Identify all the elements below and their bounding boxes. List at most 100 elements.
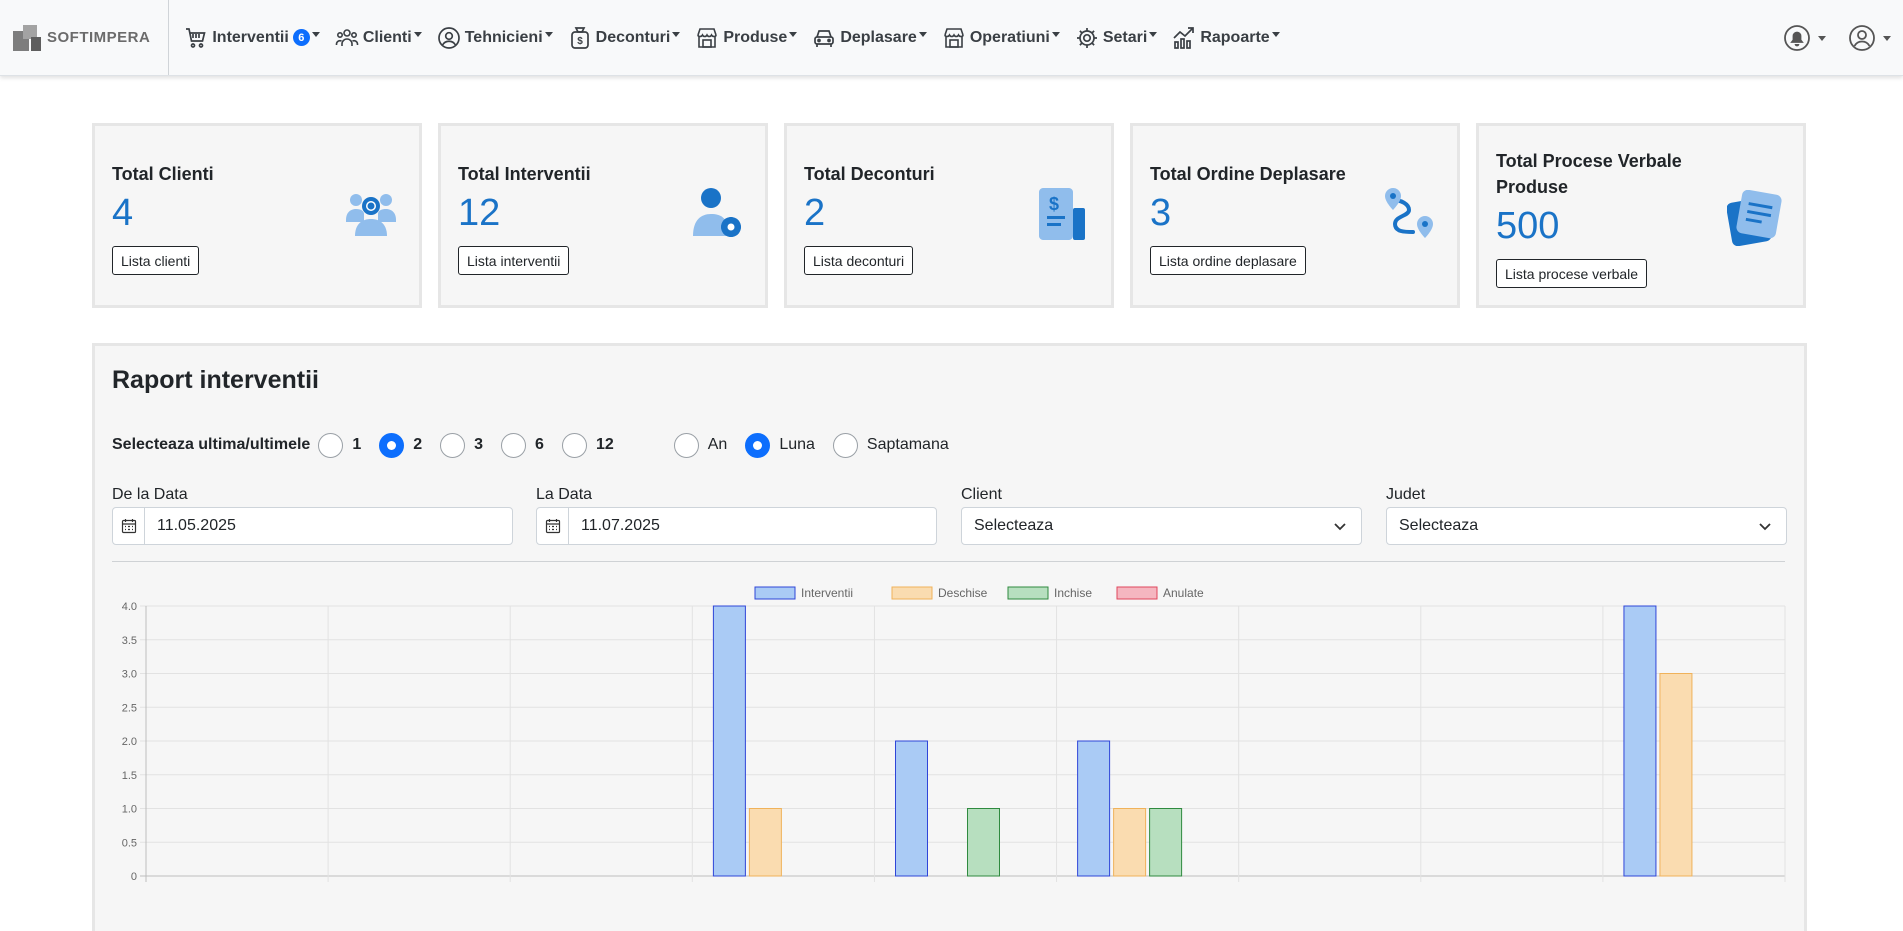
radio-label: 1 — [352, 436, 362, 453]
from-date-field[interactable] — [112, 507, 513, 545]
nav-produse[interactable]: Produse — [695, 26, 798, 50]
svg-text:$: $ — [577, 36, 583, 47]
to-date-input[interactable] — [569, 508, 889, 544]
shop-icon — [944, 27, 964, 48]
nav-setari[interactable]: Setari — [1075, 26, 1158, 50]
to-date-field[interactable] — [536, 507, 937, 545]
y-tick-label: 3.5 — [122, 635, 137, 647]
radio-label: Saptamana — [866, 436, 949, 453]
client-select-value: Selecteaza — [974, 517, 1054, 534]
radio-dot[interactable] — [832, 432, 858, 458]
legend-label: Interventii — [801, 586, 853, 600]
user-menu-button[interactable] — [1848, 24, 1891, 52]
card-value: 500 — [1496, 205, 1560, 247]
legend-swatch — [754, 586, 796, 600]
count-radio-3[interactable]: 3 — [440, 432, 483, 458]
lista-deconturi-button[interactable]: Lista deconturi — [804, 246, 914, 275]
card-value: 2 — [804, 192, 826, 234]
shop-icon — [697, 27, 718, 48]
card-value: 3 — [1150, 192, 1172, 234]
radio-dot[interactable] — [561, 432, 587, 458]
card-value: 4 — [112, 192, 134, 234]
nav-rapoarte[interactable]: Rapoarte — [1172, 26, 1280, 50]
bar-interventii — [895, 740, 928, 877]
chevron-down-icon — [1051, 32, 1060, 37]
radio-dot[interactable] — [745, 432, 771, 458]
bell-icon — [1784, 25, 1810, 51]
lista-clienti-button[interactable]: Lista clienti — [112, 246, 200, 275]
chevron-down-icon — [1271, 32, 1280, 37]
brand-logo[interactable]: SOFTIMPERA — [0, 0, 170, 75]
select-label: Selecteaza ultima/ultimele — [112, 436, 311, 453]
bar-inchise — [1149, 808, 1183, 877]
nav-interventii-label: Interventii — [212, 28, 289, 46]
legend-swatch — [1007, 586, 1049, 600]
notes-icon — [1727, 190, 1782, 246]
route-icon — [1385, 188, 1433, 238]
nav-interventii[interactable]: Interventii 6 — [184, 26, 320, 50]
card-title: Total Clienti — [112, 164, 214, 184]
period-radio-an[interactable]: An — [673, 432, 728, 458]
legend-swatch — [891, 586, 933, 600]
card-title: Total Deconturi — [804, 164, 935, 184]
radio-dot[interactable] — [501, 432, 527, 458]
y-tick-label: 0.5 — [122, 837, 137, 849]
nav-clienti[interactable]: Clienti — [335, 26, 422, 50]
bar-interventii — [1077, 740, 1111, 877]
y-tick-label: 4.0 — [122, 601, 137, 613]
count-radio-6[interactable]: 6 — [501, 432, 544, 458]
radio-dot[interactable] — [318, 432, 344, 458]
chevron-down-icon — [1149, 32, 1158, 37]
interventii-bar-chart: Interventii Deschise Inchise Anulate 0 0.5 1.0… — [122, 586, 1786, 883]
period-radio-saptamana[interactable]: Saptamana — [832, 432, 949, 458]
divider — [112, 561, 1785, 562]
radio-dot[interactable] — [440, 432, 466, 458]
lista-procese-verbale-button[interactable]: Lista procese verbale — [1496, 259, 1648, 288]
radio-dot[interactable] — [673, 432, 699, 458]
chevron-down-icon — [1818, 35, 1826, 41]
receipt-icon: $ — [1039, 188, 1085, 240]
nav-interventii-badge: 6 — [292, 29, 310, 46]
bar-deschise — [748, 808, 782, 877]
chevron-down-icon — [1883, 35, 1891, 41]
lista-ordine-deplasare-button[interactable]: Lista ordine deplasare — [1150, 246, 1306, 275]
nav-deconturi-label: Deconturi — [595, 28, 671, 46]
chevron-down-icon — [1334, 523, 1346, 531]
count-radio-2[interactable]: 2 — [379, 432, 422, 458]
client-select[interactable]: Selecteaza — [961, 507, 1362, 545]
money-bag-icon: $ — [570, 26, 589, 49]
chevron-down-icon — [544, 32, 553, 37]
bar-interventii — [712, 605, 746, 877]
notifications-button[interactable] — [1783, 24, 1826, 52]
chevron-down-icon — [1759, 523, 1771, 531]
brand-mark-icon — [13, 24, 45, 51]
chevron-down-icon — [311, 32, 320, 37]
card-value: 12 — [458, 192, 501, 234]
nav-tehnicieni[interactable]: Tehnicieni — [437, 26, 553, 50]
car-icon — [814, 29, 835, 47]
bar-deschise — [1113, 808, 1147, 877]
nav-deplasare[interactable]: Deplasare — [812, 26, 927, 50]
brand-name: SOFTIMPERA — [47, 29, 151, 46]
radio-dot[interactable] — [379, 432, 405, 458]
card-title: Total Interventii — [458, 164, 591, 184]
legend-swatch — [1116, 586, 1158, 600]
nav-operatiuni[interactable]: Operatiuni — [942, 26, 1060, 50]
chart-icon — [1173, 26, 1195, 49]
period-selector: Selecteaza ultima/ultimele 1 2 3 6 12 An Luna… — [112, 430, 967, 460]
count-radio-1[interactable]: 1 — [318, 432, 362, 458]
raport-interventii-panel: Raport interventii Selecteaza ultima/ult… — [92, 343, 1807, 931]
group-icon — [346, 194, 396, 236]
lista-interventii-button[interactable]: Lista interventii — [458, 246, 570, 275]
nav-deconturi[interactable]: $ Deconturi — [568, 26, 681, 50]
from-date-label: De la Data — [112, 486, 188, 503]
legend-label: Anulate — [1163, 586, 1204, 600]
y-tick-label: 2.0 — [122, 736, 137, 748]
radio-label: An — [707, 436, 728, 453]
judet-select[interactable]: Selecteaza — [1386, 507, 1787, 545]
card-title: Total Ordine Deplasare — [1150, 164, 1346, 184]
count-radio-12[interactable]: 12 — [561, 432, 614, 458]
period-radio-luna[interactable]: Luna — [745, 432, 815, 458]
from-date-input[interactable] — [145, 508, 465, 544]
radio-label: Luna — [779, 436, 815, 453]
